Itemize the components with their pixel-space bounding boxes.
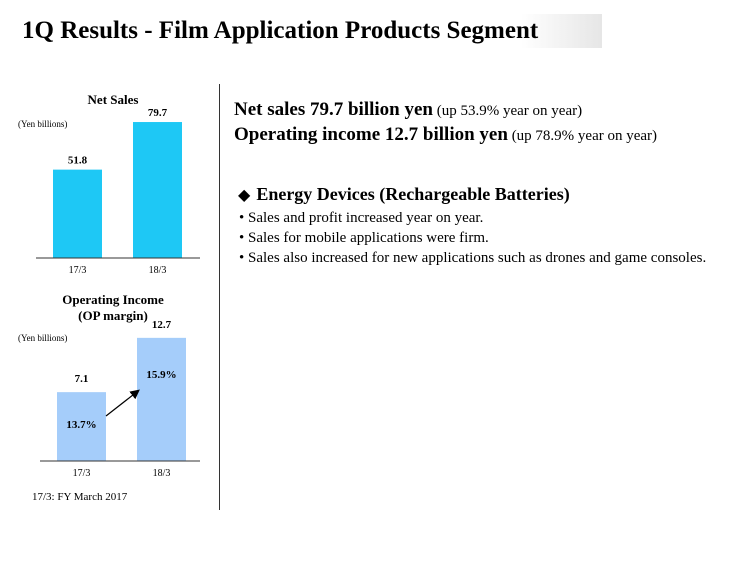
op-income-headline-bold: Operating income 12.7 billion yen (234, 124, 508, 145)
net-sales-tick-label: 18/3 (149, 265, 167, 276)
net-sales-chart-title: Net Sales (88, 92, 139, 107)
op-margin-arrow-icon (105, 389, 140, 417)
bullet-list: • Sales and profit increased year on year… (230, 208, 720, 268)
list-item: • Sales and profit increased year on year… (239, 210, 484, 226)
op-income-chart-title-line1: Operating Income (62, 292, 164, 307)
section-heading-text: Energy Devices (Rechargeable Batteries) (256, 184, 570, 204)
op-margin-label: 13.7% (66, 419, 96, 431)
op-income-bar-17-3 (57, 392, 106, 461)
footnote: 17/3: FY March 2017 (32, 491, 128, 503)
net-sales-chart: Net Sales (Yen billions) 51.8 17/3 79.7 18/… (18, 92, 200, 276)
list-item: • Sales for mobile applications were firm… (239, 230, 489, 246)
page-title: 1Q Results - Film Application Products S… (22, 14, 602, 48)
op-income-tick-label: 18/3 (153, 468, 171, 479)
bullet-dot-icon: • (239, 210, 245, 226)
operating-income-chart: Operating Income (OP margin) (Yen billio… (18, 292, 200, 479)
net-sales-headline-bold: Net sales 79.7 billion yen (234, 99, 433, 120)
op-income-headline: Operating income 12.7 billion yen (up 78… (234, 122, 744, 149)
op-income-value-label: 7.1 (75, 373, 89, 385)
list-item: • Sales also increased for new applicatio… (239, 250, 707, 266)
net-sales-headline: Net sales 79.7 billion yen (up 53.9% yea… (234, 97, 744, 124)
bullet-dot-icon: • (239, 250, 245, 266)
net-sales-tick-label: 17/3 (69, 265, 87, 276)
net-sales-bar-17-3 (53, 169, 102, 258)
op-income-tick-label: 17/3 (73, 468, 91, 479)
op-income-value-label: 12.7 (152, 319, 172, 331)
op-income-chart-title-line2: (OP margin) (78, 308, 148, 323)
op-income-headline-change: (up 78.9% year on year) (507, 128, 658, 144)
vertical-divider (219, 84, 220, 510)
section-heading: ◆ Energy Devices (Rechargeable Batteries) (238, 184, 570, 205)
net-sales-headline-change: (up 53.9% year on year) (432, 103, 583, 119)
op-income-bar-18-3 (137, 337, 186, 461)
net-sales-unit-label: (Yen billions) (18, 119, 67, 129)
net-sales-bar-18-3 (133, 122, 182, 259)
op-income-unit-label: (Yen billions) (18, 333, 67, 343)
net-sales-value-label: 79.7 (148, 107, 168, 119)
op-margin-label: 15.9% (146, 369, 176, 381)
diamond-bullet-icon: ◆ (238, 187, 251, 204)
net-sales-value-label: 51.8 (68, 155, 88, 167)
bullet-dot-icon: • (239, 230, 245, 246)
